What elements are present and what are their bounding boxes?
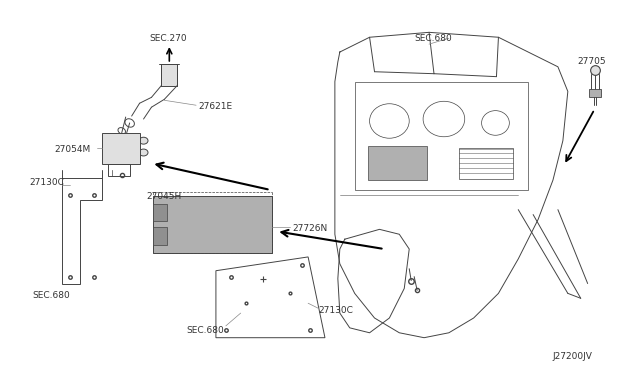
Bar (589, 89, 600, 97)
Text: 27045H: 27045H (147, 192, 182, 201)
Bar (154, 227, 167, 245)
Text: SEC.270: SEC.270 (150, 34, 187, 43)
Bar (161, 64, 177, 86)
Text: 27130C: 27130C (318, 306, 353, 315)
Text: 27726N: 27726N (292, 224, 328, 233)
Text: SEC.680: SEC.680 (186, 326, 224, 335)
Bar (459, 148, 513, 179)
Bar (108, 164, 130, 176)
Text: 27054M: 27054M (54, 145, 91, 154)
Text: J27200JV: J27200JV (553, 353, 593, 362)
Text: SEC.680: SEC.680 (414, 34, 452, 43)
Text: 27130C: 27130C (29, 178, 65, 187)
Bar (154, 204, 167, 221)
Text: 27705: 27705 (578, 57, 606, 66)
Bar (102, 133, 140, 164)
Bar (355, 81, 528, 190)
Ellipse shape (139, 137, 148, 144)
Text: SEC.680: SEC.680 (33, 291, 70, 301)
Ellipse shape (139, 149, 148, 156)
Bar (367, 145, 427, 180)
Text: 27621E: 27621E (198, 102, 232, 111)
Bar (154, 196, 273, 253)
